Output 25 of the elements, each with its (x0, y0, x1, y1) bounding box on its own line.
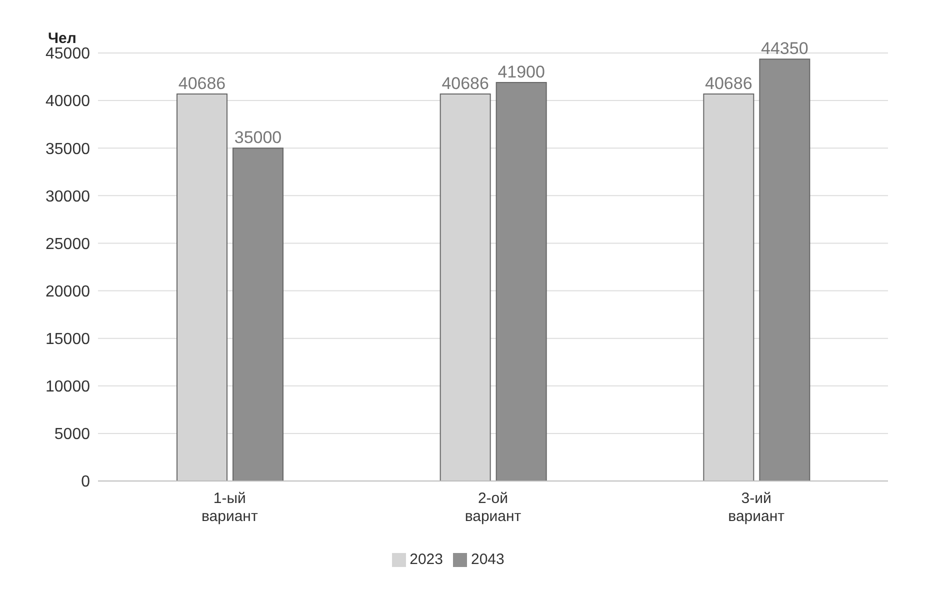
y-tick-label: 25000 (46, 236, 90, 253)
data-label: 40686 (442, 74, 489, 94)
y-axis-title: Чел (48, 30, 76, 47)
bar (496, 82, 547, 481)
data-label: 35000 (234, 128, 282, 148)
y-tick-label: 20000 (46, 283, 90, 300)
x-tick-label: 3-ий вариант (728, 490, 785, 525)
x-tick-label: 2-ой вариант (464, 490, 522, 525)
data-label: 40686 (178, 74, 226, 94)
x-tick-label: 1-ый вариант (201, 490, 258, 525)
y-tick-label: 15000 (46, 331, 90, 348)
y-tick-label: 30000 (46, 188, 90, 206)
legend-label: 2043 (471, 551, 504, 568)
y-tick-label: 40000 (46, 93, 90, 110)
y-tick-label: 10000 (46, 378, 90, 396)
data-label: 41900 (498, 62, 545, 82)
bar (232, 148, 284, 481)
data-label: 44350 (761, 39, 808, 58)
bar (759, 58, 810, 481)
y-tick-label: 0 (81, 474, 90, 491)
y-tick-label: 5000 (54, 426, 90, 444)
y-tick-label: 45000 (46, 46, 90, 63)
data-label: 40686 (705, 74, 752, 94)
legend-label: 2023 (410, 551, 443, 568)
y-tick-label: 35000 (46, 140, 90, 158)
